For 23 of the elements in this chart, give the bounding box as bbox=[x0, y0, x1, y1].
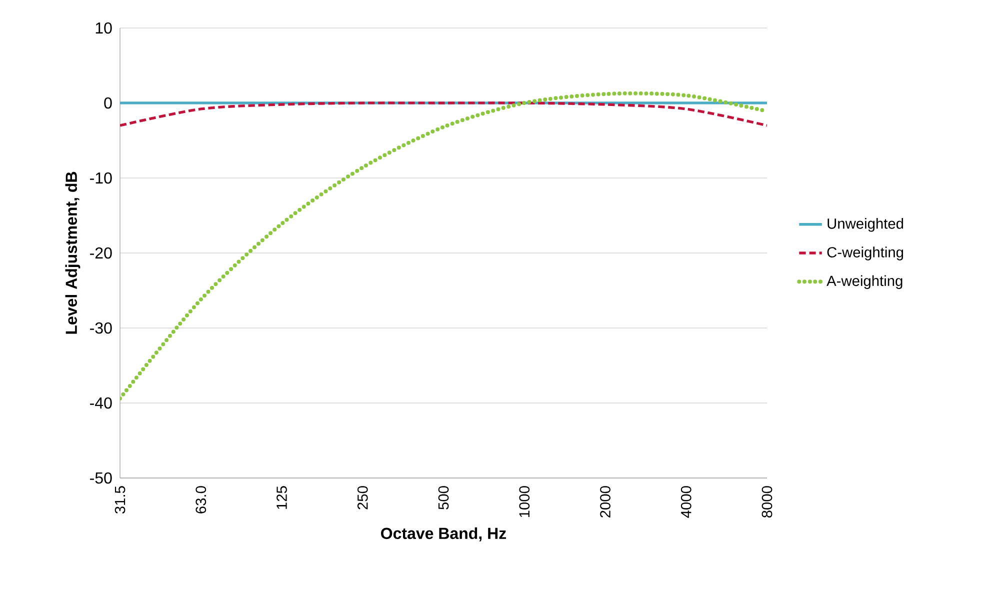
x-tick-label: 4000 bbox=[680, 486, 692, 518]
line-series bbox=[120, 91, 767, 400]
x-tick-label: 63.0 bbox=[196, 486, 206, 514]
x-tick-label: 125 bbox=[276, 486, 287, 509]
y-tick-label: -30 bbox=[90, 322, 112, 334]
x-tick-label: 500 bbox=[438, 486, 449, 510]
y-tick-label: -10 bbox=[90, 172, 112, 184]
y-tick-label: -40 bbox=[90, 397, 112, 409]
y-axis-title: Level Adjustment, dB bbox=[65, 172, 80, 334]
legend-label: C-weighting bbox=[827, 246, 904, 260]
legend-label: A-weighting bbox=[826, 275, 902, 289]
x-tick-label: 250 bbox=[357, 486, 368, 510]
x-tick-label: 8000 bbox=[762, 486, 772, 518]
line-series bbox=[120, 102, 767, 127]
y-tick-label: 0 bbox=[104, 97, 112, 109]
x-tick-label: 31.5 bbox=[114, 486, 126, 514]
y-tick-label: 10 bbox=[96, 22, 112, 34]
y-tick-label: -20 bbox=[90, 247, 112, 259]
y-tick-label: -50 bbox=[90, 472, 112, 484]
x-tick-label: 1000 bbox=[519, 486, 530, 518]
x-tick-label: 2000 bbox=[600, 486, 610, 518]
x-axis-title: Octave Band, Hz bbox=[381, 527, 506, 542]
legend-label: Unweighted bbox=[828, 218, 904, 232]
